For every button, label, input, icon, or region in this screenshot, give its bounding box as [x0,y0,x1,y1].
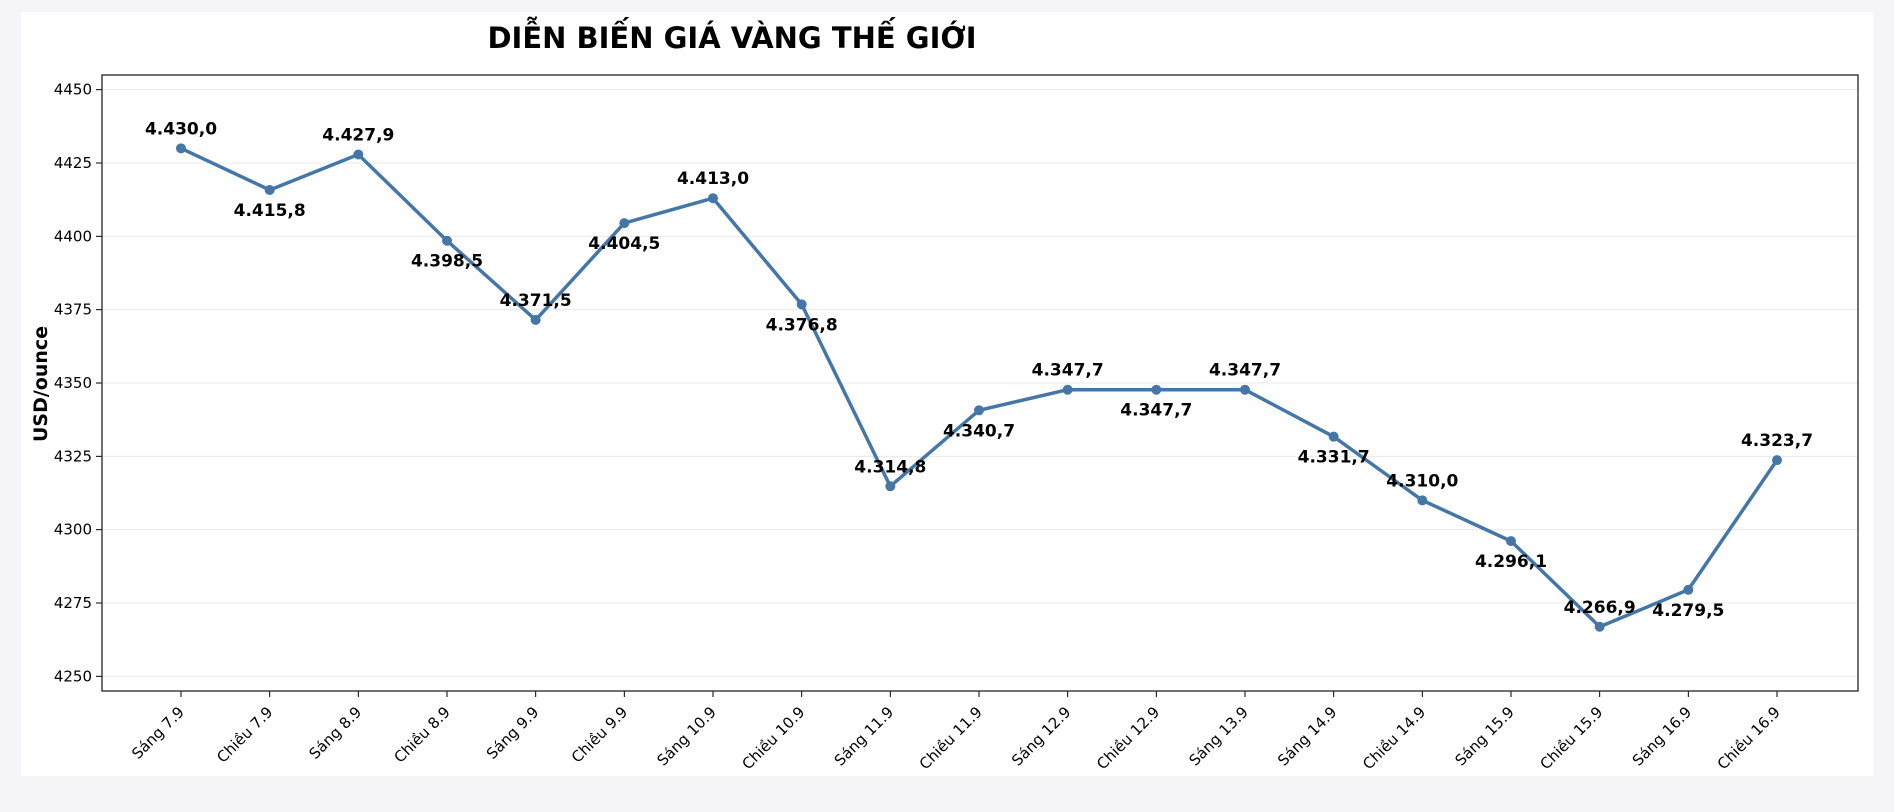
data-label: 4.376,8 [766,315,838,335]
data-label: 4.415,8 [234,201,306,221]
y-tick-label: 4325 [54,447,92,465]
y-tick-label: 4400 [54,227,92,245]
x-axis: Sáng 7.9 Chiều 7.9 Sáng 8.9 Chiều 8.9 Sáng 9… [128,691,1784,773]
data-point [1683,584,1694,595]
x-tick-label: Sáng 7.9 [128,703,188,763]
data-label: 4.314,8 [854,457,926,477]
data-label: 4.398,5 [411,252,483,272]
data-label: 4.430,0 [145,119,217,139]
x-tick-label: Chiều 7.9 [213,703,276,766]
plot-frame [101,74,1859,692]
x-tick-label: Sáng 12.9 [1008,703,1074,769]
data-label: 4.347,7 [1032,361,1104,381]
x-tick-label: Chiều 16.9 [1714,703,1784,773]
data-label: 4.323,7 [1741,431,1813,451]
x-tick-label: Chiều 12.9 [1093,703,1163,773]
y-tick-label: 4300 [54,521,92,539]
data-point [619,218,630,229]
y-tick-label: 4425 [54,154,92,172]
y-tick-label: 4350 [54,374,92,392]
data-point [442,235,452,246]
price-series [176,143,1782,632]
data-point [353,149,364,160]
x-tick-label: Chiều 11.9 [916,703,986,773]
data-label: 4.347,7 [1209,361,1281,381]
data-label: 4.266,9 [1564,598,1636,618]
x-tick-label: Chiều 14.9 [1359,703,1429,773]
data-point [1062,384,1073,395]
data-point [176,143,186,154]
data-label: 4.310,0 [1386,471,1458,491]
data-labels: 4.430,0 4.415,8 4.427,9 4.398,5 4.371,5 4.404… [145,119,1813,620]
y-tick-label: 4275 [54,594,92,612]
data-label: 4.347,7 [1120,401,1192,421]
x-tick-label: Sáng 14.9 [1274,703,1340,769]
y-tick-label: 4450 [54,81,92,99]
y-tick-label: 4250 [54,667,92,685]
data-point [885,481,896,492]
x-tick-label: Sáng 15.9 [1451,703,1517,769]
data-point [1240,384,1250,395]
data-point [1417,495,1428,506]
data-label: 4.296,1 [1475,552,1547,572]
y-axis: 4250 4275 4300 4325 4350 4375 4400 4425 4450 [54,81,102,685]
x-tick-label: Sáng 8.9 [305,703,365,763]
data-point [1151,384,1162,395]
chart-card: DIỄN BIẾN GIÁ VÀNG THẾ GIỚI USD/ounce 42… [21,12,1873,776]
x-tick-label: Sáng 16.9 [1629,703,1695,769]
x-tick-label: Sáng 10.9 [653,703,719,769]
data-label: 4.340,7 [943,421,1015,441]
data-label: 4.404,5 [588,234,660,254]
x-tick-label: Chiều 8.9 [391,703,454,766]
data-label: 4.279,5 [1652,601,1724,621]
data-label: 4.331,7 [1298,448,1370,468]
data-label: 4.413,0 [677,169,749,189]
data-point [1594,621,1605,632]
line-chart: DIỄN BIẾN GIÁ VÀNG THẾ GIỚI USD/ounce 42… [30,17,1859,773]
x-tick-label: Sáng 13.9 [1185,703,1251,769]
x-tick-label: Chiều 15.9 [1536,703,1606,773]
x-tick-label: Sáng 9.9 [483,703,543,763]
data-point [1328,431,1339,442]
data-point [796,299,807,310]
data-point [708,193,718,204]
data-label: 4.371,5 [500,291,572,311]
data-point [1506,536,1516,547]
x-tick-label: Sáng 11.9 [831,703,897,769]
data-point [1772,455,1782,466]
y-tick-label: 4375 [54,301,92,319]
y-axis-label: USD/ounce [30,326,52,442]
data-point [264,184,275,195]
chart-title: DIỄN BIẾN GIÁ VÀNG THẾ GIỚI [487,17,976,55]
data-point [974,405,984,416]
x-tick-label: Chiều 10.9 [738,703,808,773]
data-label: 4.427,9 [322,125,394,145]
data-point [530,314,541,325]
gridlines [102,89,1858,677]
x-tick-label: Chiều 9.9 [568,703,631,766]
